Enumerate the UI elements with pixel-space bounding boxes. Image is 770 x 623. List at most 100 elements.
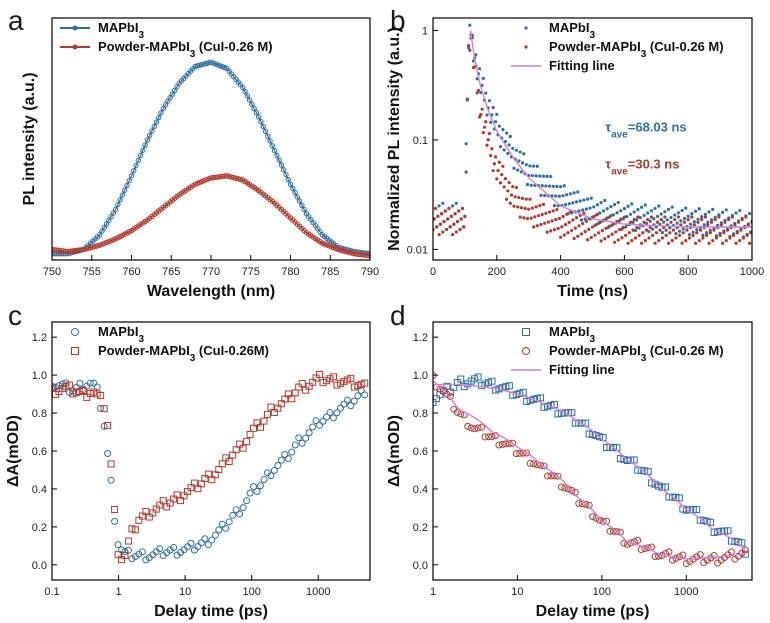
data-point xyxy=(524,163,528,167)
data-point xyxy=(274,152,280,159)
data-point xyxy=(663,215,667,219)
y-tick-label: 0.0 xyxy=(413,560,428,572)
data-point xyxy=(584,207,588,211)
legend-label: Powder-MAPbI3 (CuI-0.26 M) xyxy=(98,39,273,60)
data-point xyxy=(329,414,337,422)
data-point xyxy=(280,167,287,173)
data-point xyxy=(636,215,640,219)
plot-area xyxy=(52,370,369,564)
x-tick-label: 785 xyxy=(321,266,339,278)
data-point xyxy=(554,194,558,198)
data-point xyxy=(693,209,698,213)
data-point xyxy=(90,379,98,387)
x-tick-label: 770 xyxy=(202,266,220,278)
data-point xyxy=(463,214,467,218)
x-tick-label: 760 xyxy=(122,266,140,278)
x-tick-label: 600 xyxy=(615,266,633,278)
data-point xyxy=(128,555,136,563)
data-point xyxy=(503,139,507,144)
x-axis-title: Delay time (ps) xyxy=(536,603,650,620)
data-point xyxy=(491,169,495,173)
data-point xyxy=(251,105,257,112)
data-point xyxy=(485,433,493,441)
data-point xyxy=(701,233,705,237)
data-point xyxy=(197,539,205,547)
data-point xyxy=(495,441,503,449)
data-point xyxy=(361,391,369,399)
data-point xyxy=(284,455,292,463)
data-point xyxy=(686,218,690,222)
data-point xyxy=(651,233,655,237)
data-point xyxy=(481,433,489,441)
data-point xyxy=(547,184,552,188)
data-point xyxy=(292,189,298,196)
data-point xyxy=(305,429,313,437)
data-point xyxy=(613,528,621,536)
data-point xyxy=(662,550,670,558)
data-point xyxy=(296,198,303,204)
data-point xyxy=(485,143,489,147)
data-point xyxy=(433,398,437,406)
data-point xyxy=(605,207,609,211)
data-point xyxy=(608,224,612,228)
data-point xyxy=(520,161,525,165)
data-point xyxy=(551,209,555,213)
data-point xyxy=(482,125,487,129)
data-point xyxy=(582,500,590,508)
data-point xyxy=(719,223,723,227)
data-point xyxy=(539,193,543,197)
data-point xyxy=(649,215,653,219)
data-point xyxy=(663,210,667,214)
legend-label: MAPbI3 xyxy=(549,20,595,41)
legend-entry: MAPbI3 xyxy=(60,20,144,41)
data-point xyxy=(528,197,532,201)
data-point xyxy=(460,206,465,210)
data-point xyxy=(491,105,495,110)
data-point xyxy=(474,424,482,432)
data-point xyxy=(498,440,506,448)
legend-entry: MAPbI3 xyxy=(524,20,595,41)
data-point xyxy=(490,113,494,117)
data-point xyxy=(522,152,526,156)
data-point xyxy=(471,59,476,63)
data-point xyxy=(734,211,738,215)
data-point xyxy=(570,228,574,233)
data-point xyxy=(526,459,534,467)
data-point xyxy=(552,204,557,208)
data-point xyxy=(630,202,634,206)
data-point xyxy=(565,212,569,216)
data-point xyxy=(211,531,219,539)
data-point xyxy=(733,223,737,227)
data-point xyxy=(534,205,538,209)
data-point xyxy=(707,210,711,214)
data-point xyxy=(628,212,633,216)
data-point xyxy=(633,236,638,240)
data-point xyxy=(749,231,752,235)
x-tick-label: 1 xyxy=(430,586,436,598)
y-tick-label: 1.2 xyxy=(413,332,428,344)
legend-marker xyxy=(524,26,528,30)
legend-entry: MAPbI3 xyxy=(71,324,144,345)
data-point xyxy=(736,220,741,224)
data-point xyxy=(665,218,669,222)
data-point xyxy=(435,225,439,229)
legend-marker xyxy=(71,347,79,355)
data-point xyxy=(547,472,555,480)
data-point xyxy=(687,236,692,240)
data-point xyxy=(299,202,305,208)
data-point xyxy=(267,138,273,144)
y-tick-label: 1.0 xyxy=(32,370,47,382)
data-point xyxy=(551,184,555,188)
data-point xyxy=(718,233,722,237)
data-point xyxy=(585,238,590,242)
data-point xyxy=(547,210,552,214)
data-point xyxy=(517,159,521,163)
data-point xyxy=(668,226,672,230)
data-point xyxy=(557,194,561,198)
data-point xyxy=(659,212,663,216)
data-point xyxy=(675,494,683,502)
data-point xyxy=(128,173,135,179)
data-point xyxy=(138,548,146,556)
data-point xyxy=(680,208,684,213)
data-point xyxy=(500,172,504,177)
